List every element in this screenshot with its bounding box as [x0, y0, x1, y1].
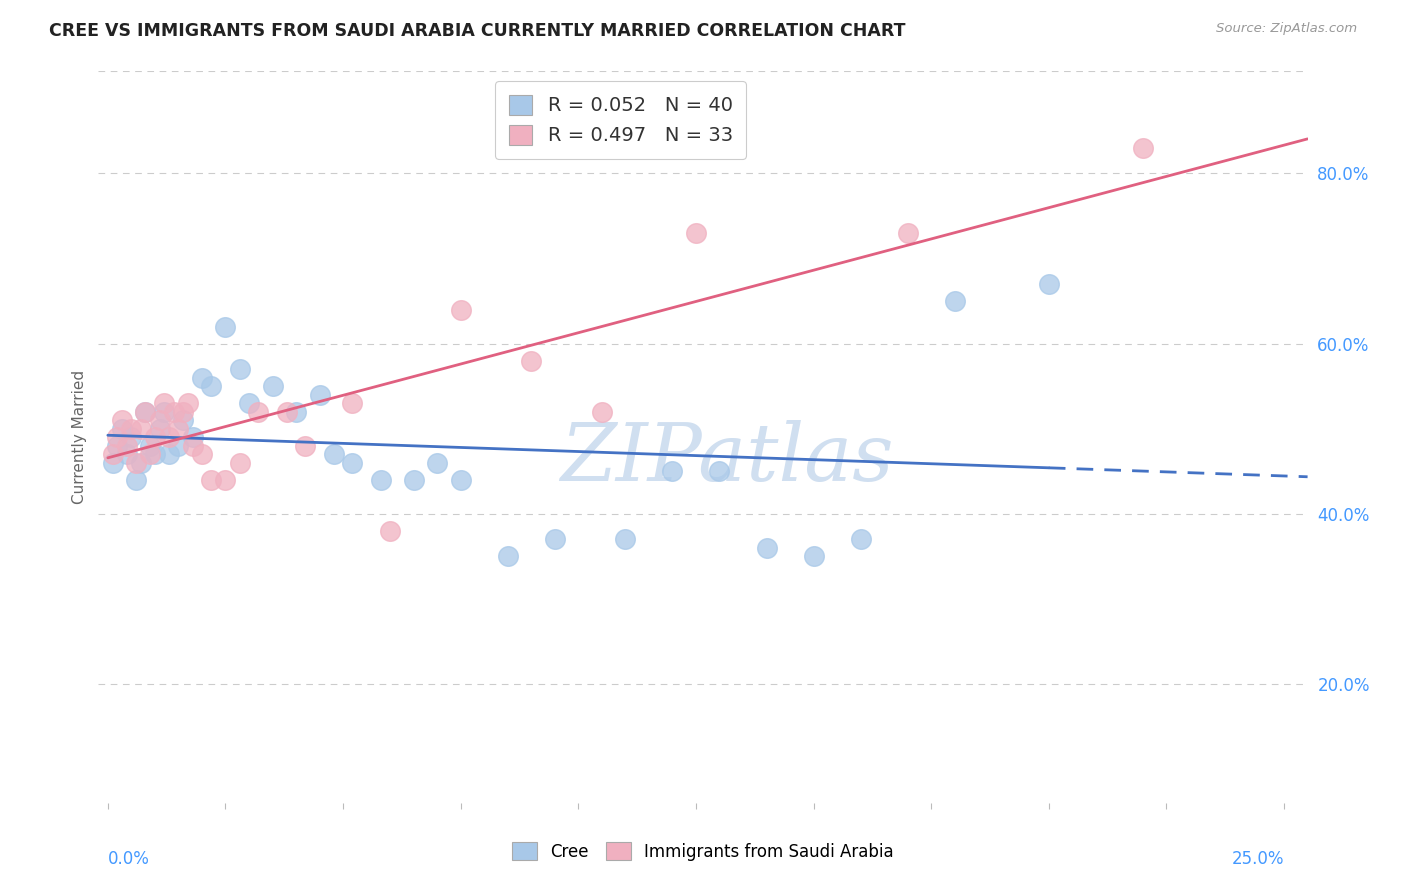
- Y-axis label: Currently Married: Currently Married: [72, 370, 87, 504]
- Point: [897, 226, 920, 240]
- Point: [591, 404, 613, 418]
- Text: ZIPatlas: ZIPatlas: [561, 420, 894, 498]
- Point: [125, 473, 148, 487]
- Point: [125, 456, 148, 470]
- Point: [191, 370, 214, 384]
- Point: [1132, 141, 1154, 155]
- Point: [153, 404, 176, 418]
- Point: [172, 404, 194, 418]
- Point: [614, 532, 637, 546]
- Point: [134, 404, 156, 418]
- Legend: R = 0.052   N = 40, R = 0.497   N = 33: R = 0.052 N = 40, R = 0.497 N = 33: [495, 81, 747, 159]
- Text: 0.0%: 0.0%: [108, 849, 149, 868]
- Point: [105, 430, 128, 444]
- Point: [685, 226, 707, 240]
- Point: [1038, 277, 1060, 291]
- Point: [308, 387, 330, 401]
- Point: [200, 473, 222, 487]
- Point: [153, 396, 176, 410]
- Point: [450, 473, 472, 487]
- Point: [426, 456, 449, 470]
- Point: [238, 396, 260, 410]
- Point: [157, 430, 180, 444]
- Point: [262, 379, 284, 393]
- Point: [101, 456, 124, 470]
- Point: [115, 447, 138, 461]
- Point: [105, 439, 128, 453]
- Text: CREE VS IMMIGRANTS FROM SAUDI ARABIA CURRENTLY MARRIED CORRELATION CHART: CREE VS IMMIGRANTS FROM SAUDI ARABIA CUR…: [49, 22, 905, 40]
- Point: [322, 447, 344, 461]
- Point: [172, 413, 194, 427]
- Point: [378, 524, 401, 538]
- Point: [120, 430, 142, 444]
- Point: [143, 447, 166, 461]
- Point: [129, 456, 152, 470]
- Text: Source: ZipAtlas.com: Source: ZipAtlas.com: [1216, 22, 1357, 36]
- Point: [661, 464, 683, 478]
- Point: [276, 404, 298, 418]
- Point: [520, 353, 543, 368]
- Point: [191, 447, 214, 461]
- Point: [294, 439, 316, 453]
- Point: [149, 421, 172, 435]
- Point: [157, 447, 180, 461]
- Point: [402, 473, 425, 487]
- Point: [342, 456, 364, 470]
- Point: [496, 549, 519, 563]
- Point: [143, 430, 166, 444]
- Point: [709, 464, 731, 478]
- Point: [139, 447, 162, 461]
- Point: [214, 473, 236, 487]
- Point: [755, 541, 778, 555]
- Point: [115, 439, 138, 453]
- Point: [111, 421, 134, 435]
- Point: [285, 404, 308, 418]
- Point: [149, 413, 172, 427]
- Point: [214, 319, 236, 334]
- Point: [370, 473, 392, 487]
- Point: [177, 396, 200, 410]
- Point: [181, 430, 204, 444]
- Point: [120, 421, 142, 435]
- Point: [200, 379, 222, 393]
- Point: [129, 421, 152, 435]
- Point: [849, 532, 872, 546]
- Point: [943, 293, 966, 308]
- Point: [111, 413, 134, 427]
- Point: [228, 456, 250, 470]
- Point: [101, 447, 124, 461]
- Text: 25.0%: 25.0%: [1232, 849, 1284, 868]
- Point: [167, 439, 190, 453]
- Point: [803, 549, 825, 563]
- Point: [228, 362, 250, 376]
- Point: [167, 421, 190, 435]
- Point: [544, 532, 567, 546]
- Point: [163, 404, 186, 418]
- Point: [134, 404, 156, 418]
- Point: [139, 439, 162, 453]
- Point: [247, 404, 270, 418]
- Point: [342, 396, 364, 410]
- Point: [181, 439, 204, 453]
- Point: [450, 302, 472, 317]
